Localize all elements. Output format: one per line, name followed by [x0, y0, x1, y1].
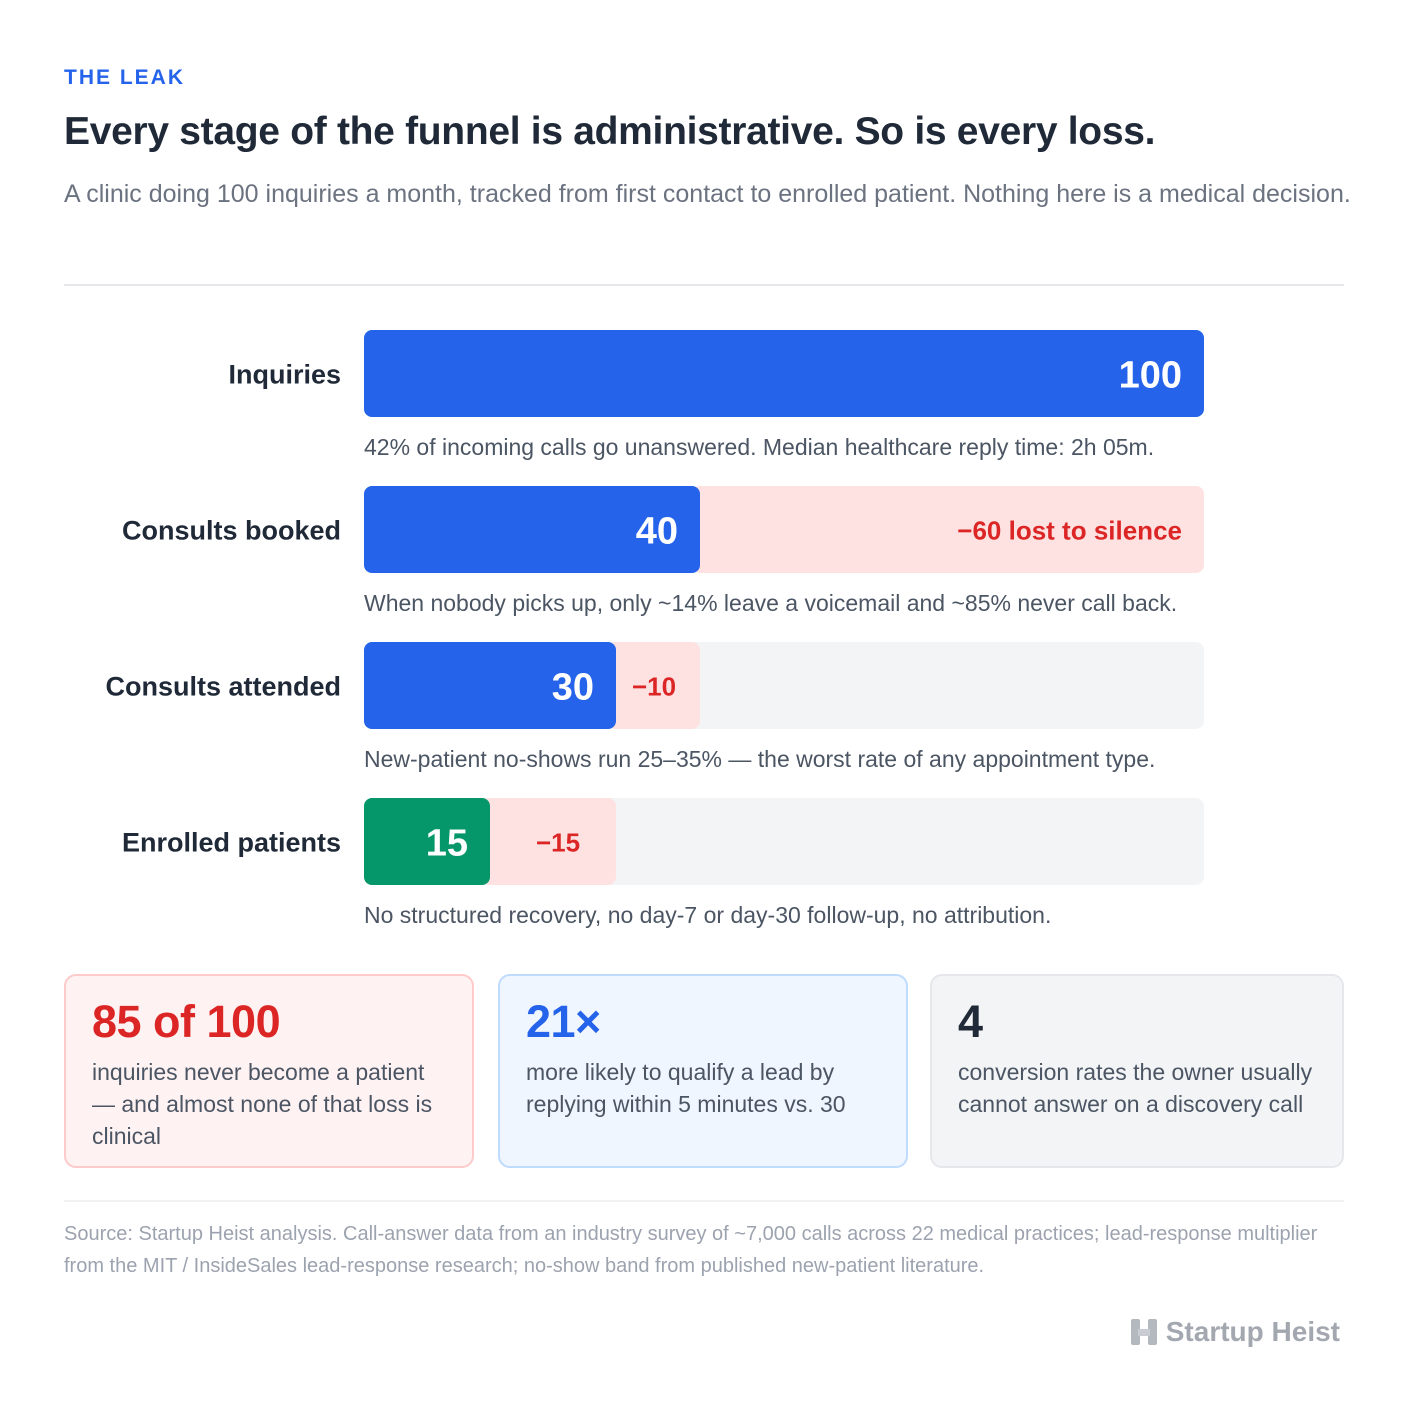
loss-bar — [692, 486, 1204, 573]
stat-cards: 85 of 100 inquiries never become a patie… — [64, 974, 1344, 1172]
stage-label: Enrolled patients — [122, 828, 341, 858]
stat-value: 4 — [958, 996, 983, 1047]
stage-note: 42% of incoming calls go unanswered. Med… — [364, 434, 1154, 460]
stat-value: 85 of 100 — [92, 996, 281, 1047]
stat-card-response: 21× more likely to qualify a lead by rep… — [498, 974, 908, 1168]
divider — [64, 284, 1344, 286]
stage-label: Consults attended — [105, 672, 341, 702]
source-note: Source: Startup Heist analysis. Call-ans… — [64, 1223, 1318, 1277]
stat-description: inquiries never become a patient — and a… — [92, 1059, 433, 1149]
page-subtitle: A clinic doing 100 inquiries a month, tr… — [64, 180, 1351, 208]
stat-card-losses: 85 of 100 inquiries never become a patie… — [64, 974, 474, 1168]
loss-bar — [608, 642, 700, 729]
stat-card-rates: 4 conversion rates the owner usually can… — [930, 974, 1344, 1168]
funnel-bar — [364, 642, 616, 729]
funnel-bar — [364, 330, 1204, 417]
stage-note: New-patient no-shows run 25–35% — the wo… — [364, 746, 1155, 772]
loss-label: −15 — [536, 828, 580, 858]
bar-value: 15 — [426, 823, 468, 865]
divider — [64, 1200, 1344, 1202]
brand-name: Startup Heist — [1165, 1316, 1340, 1347]
bar-value: 100 — [1119, 355, 1182, 397]
page-title: Every stage of the funnel is administrat… — [64, 110, 1156, 153]
loss-label: −10 — [632, 672, 676, 702]
stage-note: When nobody picks up, only ~14% leave a … — [364, 590, 1177, 616]
loss-label: −60 lost to silence — [957, 516, 1182, 546]
stage-note: No structured recovery, no day-7 or day-… — [364, 902, 1051, 928]
stage-label: Consults booked — [122, 516, 341, 546]
bar-value: 30 — [552, 667, 594, 709]
h-logo-icon — [1130, 1319, 1157, 1345]
eyebrow: THE LEAK — [64, 66, 185, 89]
loss-bar — [482, 798, 616, 885]
stage-label: Inquiries — [228, 360, 341, 390]
stat-value: 21× — [526, 996, 601, 1047]
bar-value: 40 — [636, 511, 678, 553]
funnel-chart: Inquiries 100 42% of incoming calls go una… — [105, 330, 1204, 928]
funnel-bar — [364, 486, 700, 573]
stat-description: conversion rates the owner usually canno… — [958, 1059, 1313, 1117]
brand: Startup Heist — [1130, 1316, 1340, 1348]
funnel-bar — [364, 798, 490, 885]
stat-description: more likely to qualify a lead by replyin… — [526, 1059, 846, 1117]
